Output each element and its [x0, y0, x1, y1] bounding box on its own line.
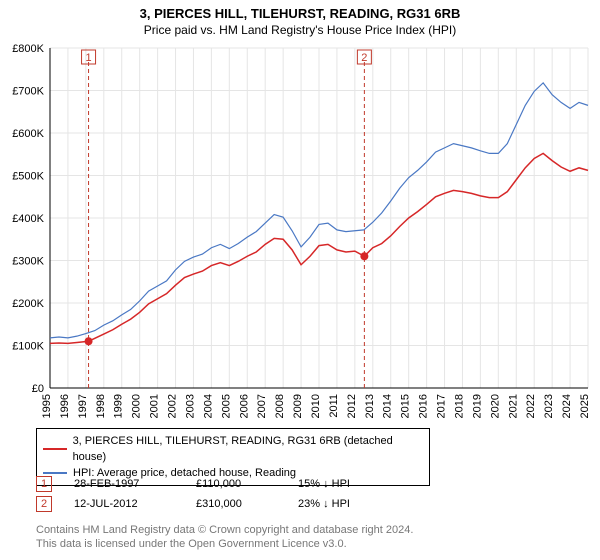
svg-text:2007: 2007: [256, 394, 268, 418]
svg-text:£0: £0: [32, 383, 44, 395]
legend-label-red: 3, PIERCES HILL, TILEHURST, READING, RG3…: [73, 433, 423, 465]
legend-row-red: 3, PIERCES HILL, TILEHURST, READING, RG3…: [43, 433, 423, 465]
legend-swatch-red: [43, 448, 67, 450]
footer-licence: This data is licensed under the Open Gov…: [36, 538, 347, 550]
svg-text:1996: 1996: [59, 394, 71, 418]
svg-text:£800K: £800K: [12, 43, 44, 55]
sale-price-1: £110,000: [196, 474, 276, 494]
svg-text:2022: 2022: [525, 394, 537, 418]
svg-text:£300K: £300K: [12, 256, 44, 268]
svg-text:2014: 2014: [382, 394, 394, 418]
sale-row-1: 1 28-FEB-1997 £110,000 15% ↓ HPI: [36, 474, 350, 494]
sale-marker-1-icon: 1: [36, 476, 52, 492]
svg-text:1: 1: [85, 52, 91, 64]
svg-text:2003: 2003: [184, 394, 196, 418]
sale-marker-2-icon: 2: [36, 496, 52, 512]
price-chart: £0 £100K £200K £300K £400K £500K £600K £700K £80…: [0, 0, 600, 420]
svg-text:2002: 2002: [167, 394, 179, 418]
svg-text:£700K: £700K: [12, 86, 44, 98]
svg-text:2009: 2009: [292, 394, 304, 418]
svg-text:£600K: £600K: [12, 128, 44, 140]
svg-text:£200K: £200K: [12, 298, 44, 310]
svg-text:1997: 1997: [77, 394, 89, 418]
svg-text:2025: 2025: [579, 394, 591, 418]
svg-text:2024: 2024: [561, 394, 573, 418]
sale-date-1: 28-FEB-1997: [74, 474, 174, 494]
svg-text:2: 2: [361, 52, 367, 64]
svg-text:2019: 2019: [471, 394, 483, 418]
svg-text:2015: 2015: [400, 394, 412, 418]
sale-row-2: 2 12-JUL-2012 £310,000 23% ↓ HPI: [36, 494, 350, 514]
sale-date-2: 12-JUL-2012: [74, 494, 174, 514]
svg-text:2004: 2004: [202, 394, 214, 418]
svg-text:£500K: £500K: [12, 171, 44, 183]
sales-list: 1 28-FEB-1997 £110,000 15% ↓ HPI 2 12-JU…: [36, 474, 350, 514]
svg-text:2005: 2005: [220, 394, 232, 418]
svg-text:2023: 2023: [543, 394, 555, 418]
sale-delta-2: 23% ↓ HPI: [298, 494, 350, 514]
sale-price-2: £310,000: [196, 494, 276, 514]
svg-text:1999: 1999: [113, 394, 125, 418]
svg-text:2018: 2018: [453, 394, 465, 418]
svg-text:2010: 2010: [310, 394, 322, 418]
svg-text:2006: 2006: [238, 394, 250, 418]
svg-text:2000: 2000: [131, 394, 143, 418]
svg-text:2017: 2017: [436, 394, 448, 418]
svg-text:2011: 2011: [328, 394, 340, 418]
svg-text:2016: 2016: [418, 394, 430, 418]
svg-text:£100K: £100K: [12, 341, 44, 353]
svg-text:1998: 1998: [95, 394, 107, 418]
svg-text:£400K: £400K: [12, 213, 44, 225]
svg-text:2008: 2008: [274, 394, 286, 418]
sale-delta-1: 15% ↓ HPI: [298, 474, 350, 494]
svg-text:2012: 2012: [346, 394, 358, 418]
footer-copyright: Contains HM Land Registry data © Crown c…: [36, 524, 413, 536]
svg-text:2021: 2021: [507, 394, 519, 418]
svg-text:2013: 2013: [364, 394, 376, 418]
svg-text:2020: 2020: [489, 394, 501, 418]
svg-text:1995: 1995: [41, 394, 53, 418]
svg-text:2001: 2001: [149, 394, 161, 418]
